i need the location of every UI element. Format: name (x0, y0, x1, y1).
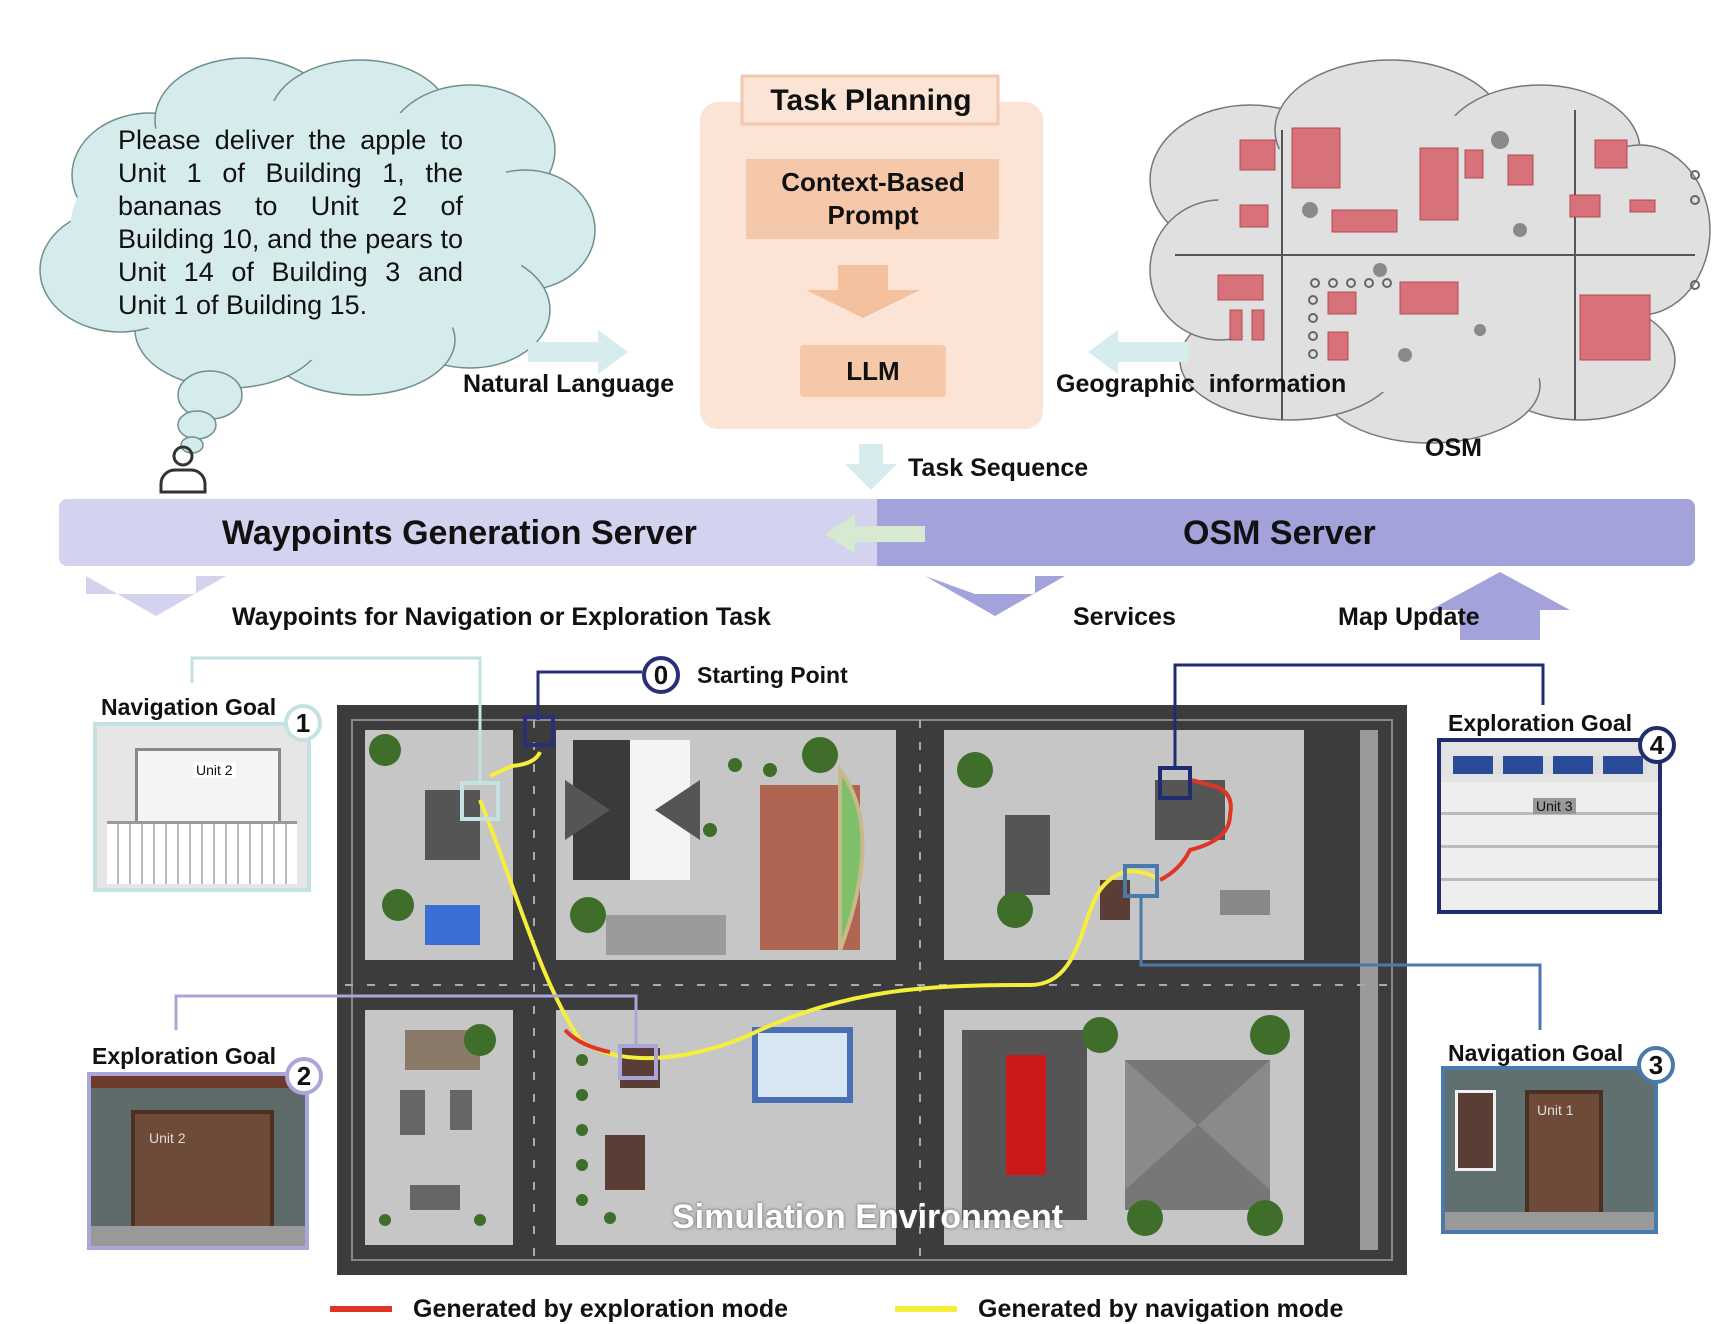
waypoints-server-label: Waypoints Generation Server (222, 514, 697, 552)
goal3-connector (1139, 896, 1542, 1030)
llm-box (800, 345, 946, 397)
services-label: Services (1073, 603, 1176, 631)
start-badge: 0 (642, 656, 680, 694)
goal4-connector (1173, 663, 1545, 768)
waypoints-down-arrow (86, 576, 226, 616)
osm-server-label: OSM Server (1183, 514, 1376, 552)
goal3-photo: Unit 1 (1441, 1066, 1658, 1234)
legend-navigation-label: Generated by navigation mode (978, 1295, 1344, 1323)
legend-exploration-label: Generated by exploration mode (413, 1295, 789, 1323)
services-down-arrow (925, 576, 1065, 616)
instruction-text: Please deliver the apple to Unit 1 of Bu… (118, 125, 463, 320)
osm-to-waypoints-arrow (825, 514, 925, 554)
goal1-connector (190, 656, 482, 784)
goal4-badge: 4 (1638, 726, 1676, 764)
goal4-label: Exploration Goal (1448, 710, 1633, 736)
goal1-unit-label: Unit 2 (193, 762, 236, 778)
goal1-photo: Unit 2 (93, 722, 311, 892)
goal1-label: Navigation Goal (101, 694, 277, 720)
natural-language-arrow (528, 330, 628, 374)
starting-point-label: Starting Point (697, 662, 848, 688)
goal3-label: Navigation Goal (1448, 1040, 1624, 1066)
task-sequence-label: Task Sequence (908, 454, 1089, 482)
goal3-unit-label: Unit 1 (1537, 1102, 1574, 1118)
osm-map-cloud (1149, 59, 1711, 444)
osm-label: OSM (1425, 434, 1482, 462)
goal4-photo: Unit 3 (1437, 738, 1662, 914)
goal2-unit-label: Unit 2 (149, 1130, 186, 1146)
geographic-info-arrow (1088, 330, 1188, 374)
goal2-label: Exploration Goal (92, 1043, 277, 1069)
user-icon (159, 445, 207, 494)
osm-server-bar (877, 499, 1695, 566)
simulation-map (337, 705, 1407, 1275)
map-update-up-arrow (1430, 572, 1570, 640)
task-planning-title: Task Planning (770, 84, 972, 117)
map-update-label: Map Update (1338, 603, 1480, 631)
goal2-badge: 2 (285, 1057, 323, 1095)
goal2-photo: Unit 2 (87, 1072, 309, 1250)
natural-language-label: Natural Language (463, 370, 675, 398)
simulation-environment-label: Simulation Environment (672, 1198, 1064, 1236)
task-sequence-arrow (845, 444, 897, 490)
start-connector (536, 670, 642, 720)
llm-label: LLM (846, 356, 900, 386)
goal3-badge: 3 (1637, 1046, 1675, 1084)
context-prompt-box (746, 159, 999, 239)
goal1-badge: 1 (284, 704, 322, 742)
instruction-cloud (39, 57, 596, 454)
goal4-unit-label: Unit 3 (1533, 798, 1576, 814)
geographic-information-label: Geographic information (1056, 370, 1347, 398)
goal2-connector (174, 994, 638, 1046)
context-prompt-label: Context-Based Prompt (781, 167, 965, 230)
waypoints-task-label: Waypoints for Navigation or Exploration … (232, 603, 771, 631)
prompt-to-llm-arrow (806, 265, 920, 318)
task-planning-title-box (740, 74, 1000, 126)
